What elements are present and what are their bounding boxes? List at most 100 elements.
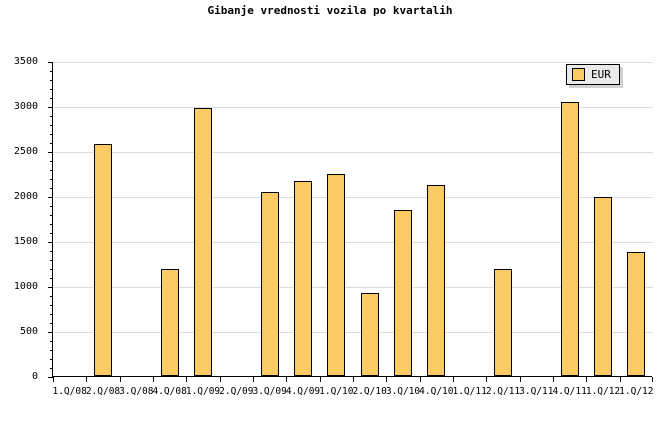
y-tick-minor — [50, 323, 53, 324]
y-tick-major — [48, 152, 53, 153]
bar[interactable] — [494, 268, 512, 376]
y-tick-minor — [50, 143, 53, 144]
x-tick — [53, 377, 54, 382]
y-tick-minor — [50, 314, 53, 315]
x-axis-tick-label: 4.Q/09 — [285, 386, 321, 397]
x-axis-tick-label: 1.Q/09 — [185, 386, 221, 397]
y-tick-minor — [50, 233, 53, 234]
gridline — [53, 107, 653, 108]
bar[interactable] — [394, 209, 412, 376]
y-axis-tick-label: 2000 — [13, 191, 38, 202]
x-tick — [386, 377, 387, 382]
y-tick-minor — [50, 134, 53, 135]
x-tick — [652, 377, 653, 382]
x-axis-tick-label: 1.Q/12 — [585, 386, 621, 397]
legend-label-eur: EUR — [591, 68, 611, 81]
x-tick — [220, 377, 221, 382]
bar[interactable] — [594, 196, 612, 376]
gridline — [53, 152, 653, 153]
x-axis-tick-label: 1.Q/10 — [319, 386, 354, 397]
y-tick-minor — [50, 251, 53, 252]
y-tick-major — [48, 62, 53, 63]
x-tick — [586, 377, 587, 382]
gridline — [53, 332, 653, 333]
y-tick-major — [48, 107, 53, 108]
gridline — [53, 242, 653, 243]
x-tick — [120, 377, 121, 382]
x-tick — [320, 377, 321, 382]
gridline — [53, 62, 653, 63]
x-tick — [486, 377, 487, 382]
bar[interactable] — [294, 180, 312, 376]
y-axis-tick-label: 1000 — [13, 281, 38, 292]
y-tick-minor — [50, 368, 53, 369]
y-tick-minor — [50, 215, 53, 216]
x-axis-tick-label: 1.Q/11 — [452, 386, 487, 397]
x-axis-tick-label: 2.Q/11 — [485, 386, 521, 397]
x-tick — [186, 377, 187, 382]
bar[interactable] — [160, 268, 179, 376]
x-tick — [620, 377, 621, 382]
y-tick-major — [48, 332, 53, 333]
y-tick-minor — [50, 125, 53, 126]
y-axis-tick-label: 0 — [31, 371, 38, 382]
gridline — [53, 197, 653, 198]
x-axis-tick-label: 3.Q/10 — [385, 386, 421, 397]
x-tick — [353, 377, 354, 382]
y-tick-minor — [50, 278, 53, 279]
y-tick-minor — [50, 305, 53, 306]
gridline — [53, 287, 653, 288]
bar[interactable] — [94, 143, 112, 376]
y-tick-minor — [50, 80, 53, 81]
plot-area: 0 500 1000 1500 2000 2500 3000 3500 1.Q/08 2.Q/0… — [14, 57, 654, 397]
legend-swatch-eur — [572, 68, 585, 81]
y-axis-tick-label: 3500 — [13, 56, 38, 67]
x-axis-tick-label: 1.Q/12 — [619, 386, 654, 397]
x-axis-tick-label: 3.Q/09 — [252, 386, 287, 397]
y-tick-minor — [50, 269, 53, 270]
x-axis-tick-label: 2.Q/09 — [219, 386, 254, 397]
y-axis-tick-label: 500 — [19, 326, 38, 337]
bar[interactable] — [327, 174, 346, 376]
y-tick-minor — [50, 296, 53, 297]
bar[interactable] — [627, 251, 646, 376]
y-tick-minor — [50, 116, 53, 117]
bar[interactable] — [560, 102, 579, 376]
bar[interactable] — [427, 185, 446, 376]
y-tick-minor — [50, 188, 53, 189]
y-tick-minor — [50, 89, 53, 90]
x-tick — [520, 377, 521, 382]
y-tick-major — [48, 377, 53, 378]
y-axis-tick-label: 3000 — [13, 101, 38, 112]
y-tick-minor — [50, 350, 53, 351]
y-tick-major — [48, 242, 53, 243]
x-axis-tick-label: 4.Q/08 — [152, 386, 187, 397]
bar[interactable] — [260, 191, 279, 376]
x-tick — [453, 377, 454, 382]
y-tick-minor — [50, 206, 53, 207]
y-tick-major — [48, 197, 53, 198]
chart-title: Gibanje vrednosti vozila po kvartalih — [207, 4, 453, 17]
x-axis-tick-label: 2.Q/08 — [85, 386, 121, 397]
x-tick — [253, 377, 254, 382]
bar[interactable] — [360, 292, 379, 376]
y-tick-minor — [50, 161, 53, 162]
chart-legend[interactable]: EUR — [566, 64, 620, 85]
x-axis-tick-label: 3.Q/11 — [519, 386, 554, 397]
y-tick-minor — [50, 98, 53, 99]
y-axis-tick-label: 2500 — [13, 146, 38, 157]
x-tick — [553, 377, 554, 382]
x-axis-tick-label: 4.Q/10 — [419, 386, 454, 397]
y-tick-minor — [50, 341, 53, 342]
x-tick — [153, 377, 154, 382]
y-tick-minor — [50, 224, 53, 225]
bar[interactable] — [194, 107, 212, 376]
x-axis-tick-label: 2.Q/10 — [352, 386, 387, 397]
y-tick-minor — [50, 260, 53, 261]
y-tick-minor — [50, 170, 53, 171]
y-tick-minor — [50, 359, 53, 360]
x-axis-tick-label: 4.Q/11 — [552, 386, 587, 397]
x-axis-tick-label: 1.Q/08 — [52, 386, 87, 397]
y-tick-minor — [50, 179, 53, 180]
